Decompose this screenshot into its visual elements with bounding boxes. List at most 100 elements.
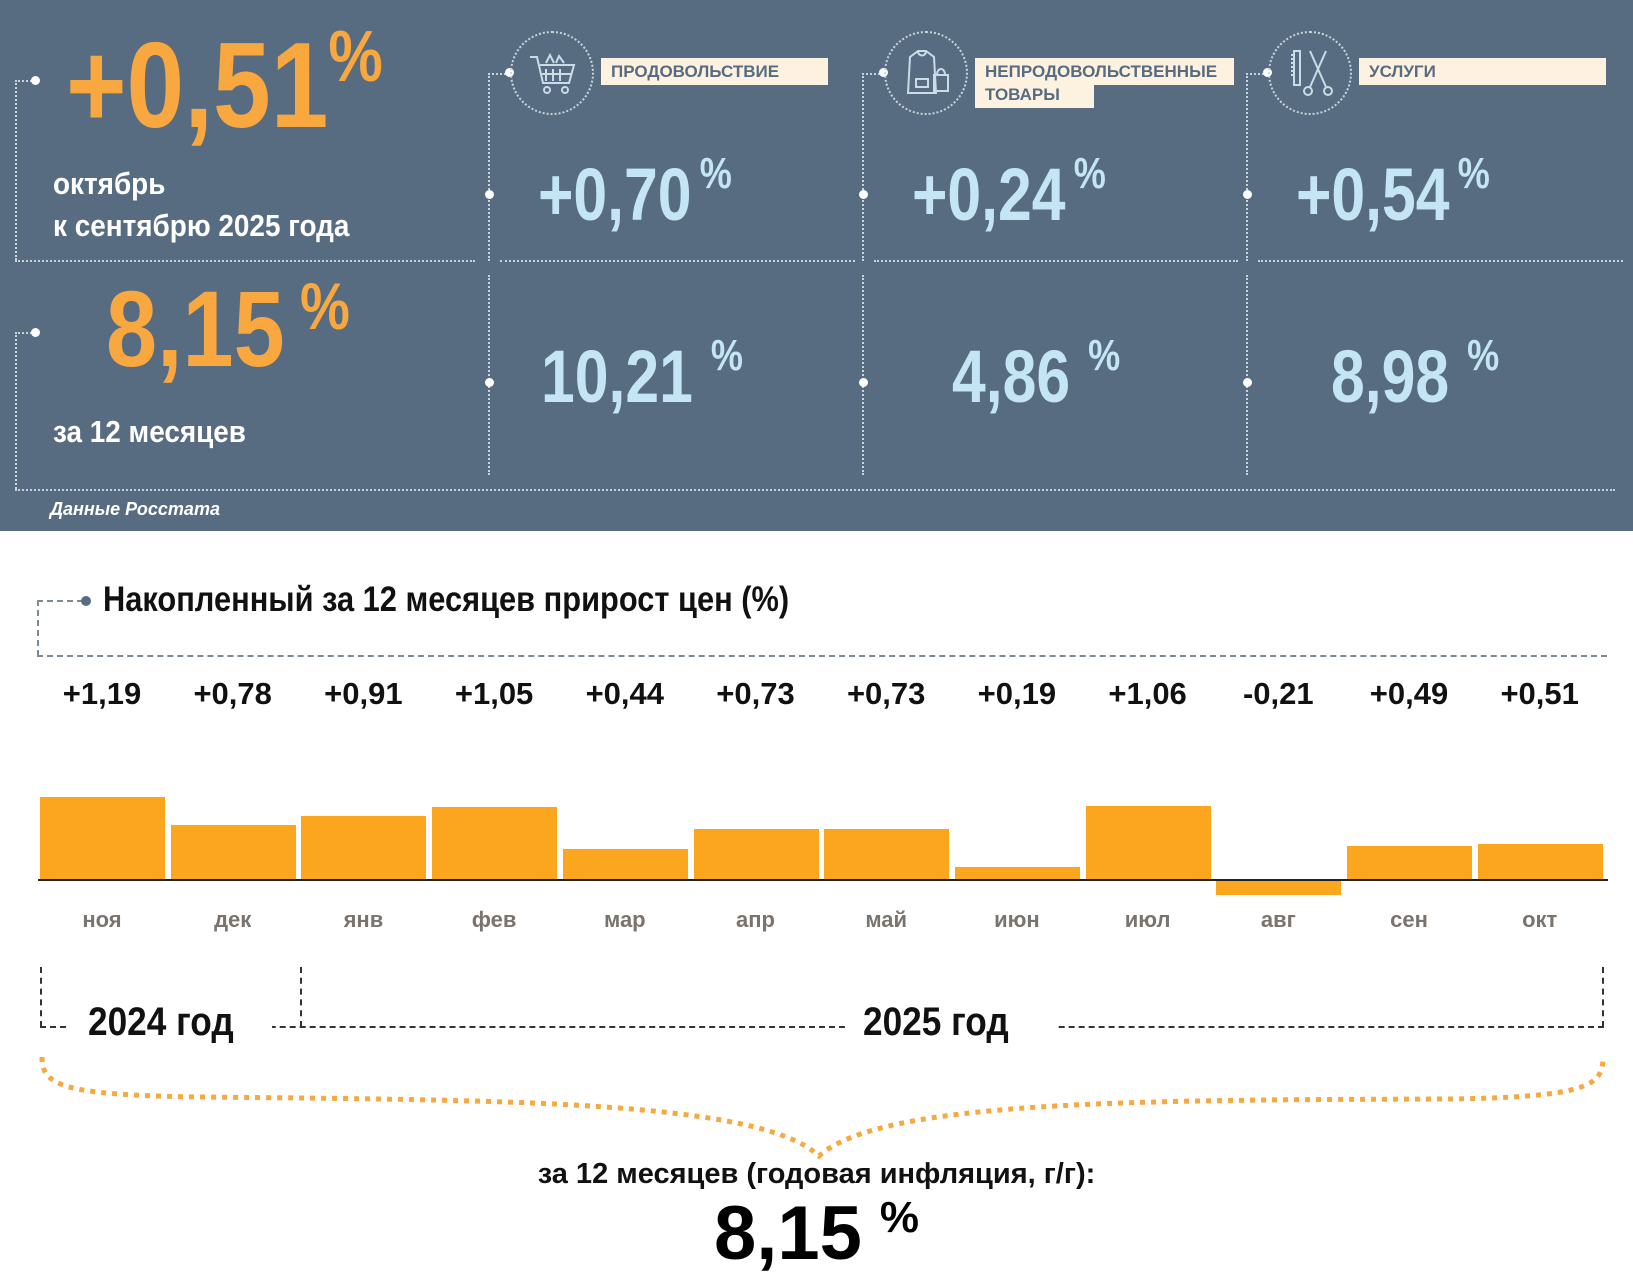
divider bbox=[488, 275, 490, 475]
month-label: ноя bbox=[82, 907, 122, 932]
summary-number: 8,15 bbox=[713, 1191, 862, 1276]
bullet-dot bbox=[485, 378, 494, 387]
bar-value-label: +0,73 bbox=[716, 676, 795, 711]
summary-value: 8,15% bbox=[0, 1196, 1633, 1272]
month-label: фев bbox=[471, 907, 517, 932]
month-label: авг bbox=[1260, 907, 1296, 932]
divider bbox=[15, 332, 35, 334]
bar-value-label: -0,21 bbox=[1242, 676, 1314, 711]
bar-value-label: +0,49 bbox=[1369, 676, 1449, 711]
category-annual-value: 8,98% bbox=[1331, 331, 1500, 418]
clothing-bag-icon bbox=[884, 31, 968, 115]
category-label: ПРОДОВОЛЬСТВИЕ bbox=[601, 58, 828, 85]
bullet-dot bbox=[31, 76, 40, 85]
title-connector bbox=[37, 600, 83, 656]
divider bbox=[15, 80, 35, 82]
summary-label: за 12 месяцев (годовая инфляция, г/г): bbox=[537, 1158, 1096, 1190]
percent-sign: % bbox=[328, 17, 383, 97]
bar-value-label: +1,19 bbox=[62, 676, 142, 711]
category-monthly-value: +0,70% bbox=[538, 149, 732, 236]
monthly-caption-line1: октябрь bbox=[53, 166, 166, 201]
percent-sign: % bbox=[879, 1193, 920, 1242]
divider bbox=[862, 275, 864, 475]
category-monthly-value: +0,54% bbox=[1296, 149, 1490, 236]
bullet-dot bbox=[485, 190, 494, 199]
bar-фев bbox=[432, 806, 558, 880]
category-label-line2: ТОВАРЫ bbox=[975, 85, 1094, 108]
bullet-dot bbox=[505, 68, 514, 77]
percent-sign: % bbox=[299, 269, 350, 343]
month-label: июл bbox=[1124, 907, 1171, 932]
bar-value-label: +0,78 bbox=[193, 676, 272, 711]
monthly-value: +0,51 bbox=[66, 17, 329, 153]
bar-value-label: +0,19 bbox=[977, 676, 1057, 711]
bar-авг bbox=[1216, 880, 1342, 895]
bar-дек bbox=[170, 825, 296, 880]
bar-ноя bbox=[40, 796, 165, 880]
divider bbox=[1246, 275, 1248, 475]
bar-окт bbox=[1477, 844, 1603, 880]
bullet-dot bbox=[1243, 190, 1252, 199]
year-2025-label: 2025 год bbox=[845, 1000, 1055, 1045]
divider bbox=[874, 260, 1238, 262]
comb-scissors-icon bbox=[1268, 31, 1352, 115]
bar-июн bbox=[954, 866, 1080, 880]
bullet-dot bbox=[879, 68, 888, 77]
divider bbox=[1258, 260, 1623, 262]
divider bbox=[488, 73, 506, 75]
shopping-cart-icon bbox=[510, 31, 594, 115]
month-label: июн bbox=[994, 907, 1040, 932]
category-annual-value: 10,21% bbox=[541, 331, 743, 418]
divider bbox=[1246, 73, 1248, 261]
divider bbox=[37, 655, 1607, 657]
bar-value-label: +0,51 bbox=[1500, 676, 1579, 711]
month-label: янв bbox=[343, 907, 384, 932]
chart-title: Накопленный за 12 месяцев прирост цен (%… bbox=[103, 580, 790, 619]
divider bbox=[488, 73, 490, 261]
bar-мар bbox=[562, 849, 688, 880]
bar-value-label: +0,73 bbox=[846, 676, 926, 711]
divider bbox=[300, 967, 302, 1027]
month-label: сен bbox=[1390, 907, 1428, 932]
divider bbox=[15, 332, 17, 489]
divider bbox=[15, 80, 17, 260]
bullet-dot bbox=[859, 378, 868, 387]
divider bbox=[15, 260, 475, 262]
divider bbox=[1602, 967, 1604, 1027]
year-2024-label: 2024 год bbox=[70, 1000, 272, 1045]
summary-panel bbox=[0, 0, 1633, 531]
category-label: НЕПРОДОВОЛЬСТВЕННЫЕ bbox=[975, 58, 1234, 85]
year-axis-line bbox=[40, 1026, 1604, 1028]
divider bbox=[40, 967, 42, 1027]
divider bbox=[15, 489, 1615, 491]
bullet-dot bbox=[859, 190, 868, 199]
bullet-dot bbox=[1243, 378, 1252, 387]
monthly-caption-line2: к сентябрю 2025 года bbox=[53, 208, 350, 243]
month-label: дек bbox=[214, 907, 252, 932]
bar-value-label: +0,44 bbox=[585, 676, 665, 711]
divider bbox=[862, 73, 880, 75]
month-label: апр bbox=[736, 907, 775, 932]
annual-inflation-value: 8,15% bbox=[106, 269, 393, 385]
category-annual-value: 4,86% bbox=[952, 331, 1121, 418]
month-label: мар bbox=[603, 907, 646, 932]
bar-июл bbox=[1085, 805, 1211, 880]
month-label: май bbox=[865, 907, 908, 932]
category-monthly-value: +0,24% bbox=[912, 149, 1106, 236]
monthly-caption: октябрь к сентябрю 2025 года bbox=[53, 163, 382, 247]
bar-value-label: +1,05 bbox=[454, 676, 534, 711]
annual-value: 8,15 bbox=[106, 268, 285, 389]
bar-май bbox=[824, 828, 950, 880]
bullet-dot bbox=[81, 596, 91, 606]
bar-янв bbox=[301, 816, 427, 880]
bar-апр bbox=[693, 828, 819, 880]
bar-value-label: +0,91 bbox=[324, 676, 403, 711]
annual-caption: за 12 месяцев bbox=[53, 414, 246, 449]
source-note: Данные Росстата bbox=[50, 499, 220, 519]
brace-icon bbox=[39, 1056, 1606, 1160]
chart-baseline bbox=[38, 879, 1608, 881]
divider bbox=[862, 73, 864, 261]
bar-сен bbox=[1347, 845, 1472, 880]
divider bbox=[1246, 73, 1264, 75]
bullet-dot bbox=[31, 328, 40, 337]
